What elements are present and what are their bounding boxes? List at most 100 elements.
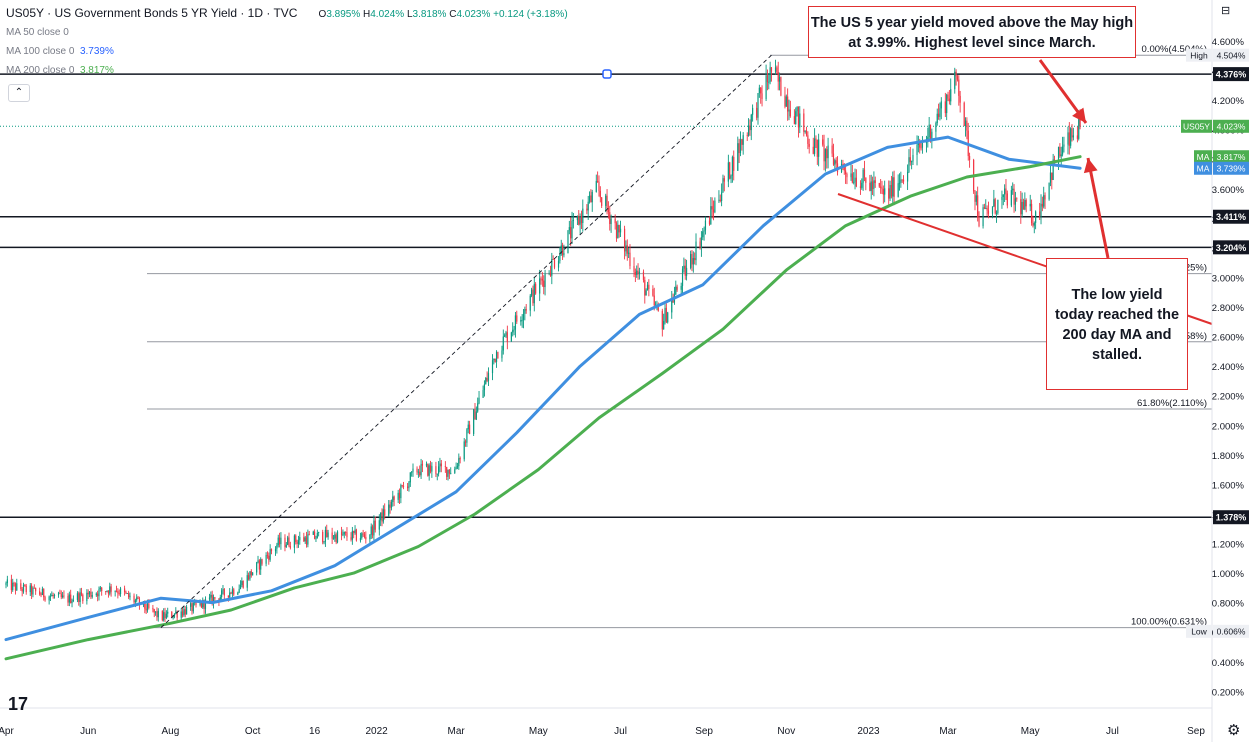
candle-body bbox=[354, 529, 356, 533]
candle-body bbox=[784, 95, 786, 107]
candle-body bbox=[237, 592, 239, 595]
candle-body bbox=[1032, 222, 1034, 226]
candle-body bbox=[185, 606, 188, 615]
candle-body bbox=[842, 164, 844, 165]
candle-body bbox=[31, 585, 33, 595]
candle-body bbox=[316, 532, 318, 539]
candle-body bbox=[152, 607, 154, 610]
tradingview-logo-icon[interactable]: 17 bbox=[8, 694, 29, 714]
candle-body bbox=[125, 592, 127, 594]
candle-body bbox=[1033, 222, 1035, 226]
candle-body bbox=[1043, 195, 1045, 207]
candle-body bbox=[202, 600, 204, 608]
chart-menu-icon[interactable]: ⊟ bbox=[1221, 5, 1231, 17]
candle-body bbox=[473, 409, 475, 434]
candle-body bbox=[718, 199, 720, 201]
candle-body bbox=[438, 466, 440, 474]
candle-body bbox=[644, 279, 646, 296]
candle-body bbox=[590, 195, 592, 203]
candle-body bbox=[510, 332, 512, 342]
candle-body bbox=[494, 358, 496, 362]
y-tick-label: 1.000% bbox=[1212, 569, 1245, 580]
candle-body bbox=[1029, 203, 1031, 207]
candle-body bbox=[552, 258, 554, 260]
candle-body bbox=[165, 613, 167, 619]
candle-body bbox=[939, 108, 941, 117]
candle-body bbox=[1002, 194, 1004, 198]
candle-body bbox=[57, 592, 60, 596]
candle-body bbox=[1070, 128, 1072, 146]
candle-body bbox=[270, 549, 273, 552]
candle-body bbox=[920, 147, 922, 149]
candle-body bbox=[958, 79, 960, 96]
candle-body bbox=[851, 173, 853, 183]
price-badge-label-box bbox=[1194, 161, 1212, 175]
y-tick-label: 0.800% bbox=[1212, 599, 1245, 610]
candle-body bbox=[947, 94, 949, 99]
candle-body bbox=[388, 504, 390, 516]
candle-body bbox=[908, 157, 910, 172]
candle-body bbox=[721, 192, 723, 201]
candle-body bbox=[268, 555, 270, 560]
candle-body bbox=[1005, 188, 1007, 194]
candle-body bbox=[82, 594, 84, 602]
fib-level-label: 61.80%(2.110%) bbox=[1137, 398, 1207, 409]
candle-body bbox=[776, 67, 778, 73]
y-tick-label: 3.600% bbox=[1212, 185, 1245, 196]
candle-body bbox=[371, 526, 374, 536]
candle-body bbox=[332, 538, 335, 540]
candle-body bbox=[826, 149, 828, 159]
candle-body bbox=[95, 593, 97, 596]
candle-body bbox=[194, 602, 196, 604]
candle-body bbox=[831, 145, 833, 154]
x-tick-label: Jul bbox=[1106, 726, 1119, 737]
candle-body bbox=[695, 241, 697, 261]
candle-body bbox=[683, 265, 685, 269]
candle-body bbox=[964, 120, 967, 127]
settings-gear-icon[interactable]: ⚙ bbox=[1227, 722, 1241, 739]
candle-body bbox=[512, 329, 514, 333]
collapse-chevron-icon[interactable]: ⌃ bbox=[8, 84, 30, 102]
candle-body bbox=[99, 587, 101, 590]
candle-body bbox=[870, 181, 872, 191]
ma200-legend[interactable]: MA 200 close 0 3.817% bbox=[6, 65, 114, 76]
candle-body bbox=[963, 102, 965, 127]
candle-body bbox=[314, 531, 316, 539]
candle-body bbox=[355, 529, 357, 541]
candle-body bbox=[223, 589, 225, 596]
candle-body bbox=[1060, 154, 1062, 157]
y-tick-label: 2.600% bbox=[1212, 333, 1245, 344]
candle-body bbox=[109, 586, 111, 594]
candle-body bbox=[869, 182, 871, 191]
candle-body bbox=[681, 268, 684, 286]
candle-body bbox=[421, 463, 424, 466]
candle-body bbox=[297, 540, 300, 544]
candle-body bbox=[561, 245, 564, 256]
annotation-arrow-bottom-head bbox=[1083, 158, 1098, 174]
candle-body bbox=[204, 599, 207, 609]
candle-body bbox=[931, 131, 933, 141]
candle-body bbox=[458, 458, 460, 467]
candle-body bbox=[1067, 132, 1069, 145]
candle-body bbox=[892, 177, 894, 197]
candle-body bbox=[323, 541, 325, 543]
ma50-legend[interactable]: MA 50 close 0 bbox=[6, 27, 69, 38]
x-tick-label: Jun bbox=[80, 726, 96, 737]
candle-body bbox=[711, 206, 713, 210]
price-badge-value: 3.739% bbox=[1217, 163, 1246, 173]
candle-body bbox=[409, 472, 411, 483]
level-price-badge bbox=[1213, 209, 1249, 224]
price-badge-value: 0.606% bbox=[1217, 627, 1246, 637]
y-tick-label: 4.200% bbox=[1212, 96, 1245, 107]
candle-body bbox=[940, 101, 942, 109]
symbol-title[interactable]: US05Y · US Government Bonds 5 YR Yield ·… bbox=[6, 6, 298, 20]
candle-body bbox=[144, 601, 146, 609]
candle-body bbox=[541, 278, 543, 281]
x-tick-label: Sep bbox=[1187, 726, 1205, 737]
candle-body bbox=[456, 466, 459, 468]
candle-body bbox=[750, 114, 752, 131]
ma100-legend[interactable]: MA 100 close 0 3.739% bbox=[6, 46, 114, 57]
candle-body bbox=[336, 531, 339, 543]
candle-body bbox=[444, 466, 446, 468]
